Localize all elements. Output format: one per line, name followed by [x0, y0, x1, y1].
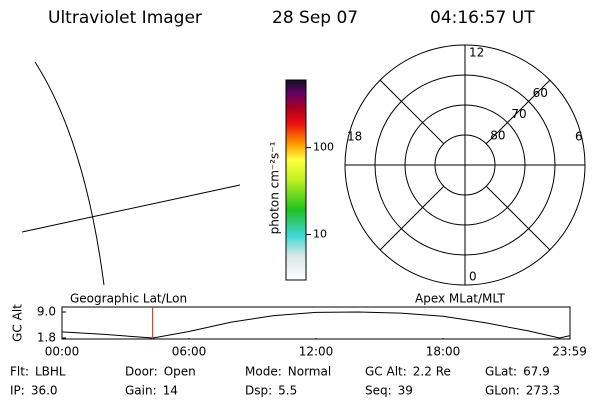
polar-ring: [434, 134, 496, 196]
polar-ring-label: 70: [511, 107, 526, 121]
mlt-label: 6: [575, 130, 583, 144]
y-tick-label: 9.0: [37, 305, 56, 319]
info-value: Normal: [288, 365, 331, 379]
polar-diagonal: [485, 185, 551, 251]
info-label: IP:: [10, 384, 25, 398]
info-value: 14: [163, 384, 178, 398]
mlt-label: 18: [347, 130, 362, 144]
polar-diagonal: [379, 185, 445, 251]
info-label: Dsp:: [245, 384, 272, 398]
altitude-frame: [61, 306, 571, 340]
polar-ring: [404, 104, 526, 226]
polar-ring-label: 60: [533, 86, 548, 100]
mlt-label: 0: [469, 270, 477, 284]
altitude-ylabel: GC Alt: [11, 304, 25, 342]
info-value: 36.0: [31, 384, 58, 398]
info-label: GC Alt:: [365, 365, 407, 379]
title: Ultraviolet Imager: [48, 8, 202, 28]
polar-ring-label: 80: [490, 128, 505, 142]
info-value: 5.5: [278, 384, 297, 398]
mlt-label: 12: [469, 46, 484, 60]
info-label: Seq:: [365, 384, 392, 398]
map-gridline: [21, 184, 241, 233]
info-value: LBHL: [35, 365, 66, 379]
polar-diagonal: [485, 79, 551, 145]
map-panel: [21, 61, 241, 286]
x-tick-label: 00:00: [45, 345, 80, 359]
time: 04:16:57 UT: [430, 8, 535, 28]
date: 28 Sep 07: [272, 8, 358, 28]
info-value: 273.3: [526, 384, 560, 398]
info-label: Flt:: [10, 365, 29, 379]
altitude-left-label: Geographic Lat/Lon: [70, 292, 187, 306]
info-label: Gain:: [125, 384, 157, 398]
map-boundary: [34, 61, 105, 286]
colorbar: [285, 79, 307, 281]
info-value: 39: [398, 384, 413, 398]
info-label: GLon:: [485, 384, 520, 398]
colorbar-gradient: [285, 79, 307, 281]
x-tick-label: 18:00: [426, 345, 461, 359]
info-value: Open: [164, 365, 196, 379]
colorbar-tick-label: 10: [313, 228, 327, 241]
x-tick-label: 06:00: [172, 345, 207, 359]
polar-ring: [374, 74, 556, 256]
info-value: 2.2 Re: [413, 365, 451, 379]
polar-diagonal: [379, 79, 445, 145]
colorbar-label: photon cm⁻²s⁻¹: [268, 141, 282, 234]
y-tick-label: 1.8: [37, 331, 56, 345]
altitude-right-label: Apex MLat/MLT: [415, 292, 505, 306]
altitude-line: [61, 311, 570, 339]
info-label: GLat:: [485, 365, 517, 379]
info-value: 67.9: [523, 365, 550, 379]
info-label: Mode:: [245, 365, 282, 379]
x-tick-label: 12:00: [299, 345, 334, 359]
x-tick-label: 23:59: [552, 345, 587, 359]
colorbar-tick-label: 100: [313, 141, 334, 154]
info-label: Door:: [125, 365, 158, 379]
